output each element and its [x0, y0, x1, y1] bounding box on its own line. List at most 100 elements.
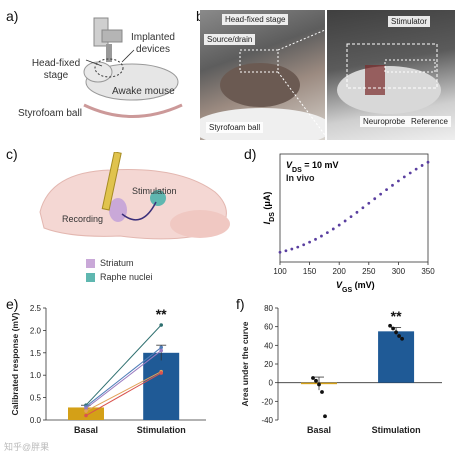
data-point — [320, 234, 323, 238]
y-tick-label: 20 — [264, 360, 273, 369]
data-point — [367, 201, 371, 205]
y-tick-label: 0 — [269, 379, 274, 388]
y-axis-label: IDS (μA) — [262, 192, 276, 225]
data-point — [385, 188, 388, 192]
x-tick-label: 350 — [421, 267, 435, 276]
label-stimulation-site: Stimulation — [132, 186, 177, 196]
x-tick-label: 250 — [362, 267, 376, 276]
y-tick-label: 2.0 — [30, 326, 42, 335]
bar-stimulation — [143, 352, 180, 420]
y-axis-label: Area under the curve — [240, 321, 250, 406]
plot-frame — [279, 153, 429, 263]
data-point — [391, 326, 395, 331]
x-axis-label: VGS (mV) — [336, 280, 375, 294]
y-tick-label: 2.5 — [30, 304, 42, 313]
data-point — [391, 183, 394, 187]
data-point — [314, 378, 318, 383]
annotation-in-vivo: In vivo — [286, 173, 315, 183]
annotation-vds: VDS = 10 mV — [286, 160, 339, 174]
data-point — [343, 219, 347, 223]
panel-letter-f: f) — [236, 296, 245, 312]
significance-marker: ** — [156, 306, 167, 322]
paired-line — [85, 372, 162, 416]
y-tick-label: 60 — [264, 323, 273, 332]
legend-swatch-striatum — [86, 258, 95, 268]
panel-letter-e: e) — [6, 296, 19, 312]
paired-line — [85, 371, 162, 412]
label-implanted-devices: Implanted devices — [131, 32, 175, 55]
data-point — [397, 179, 400, 183]
paired-point — [84, 409, 88, 413]
y-tick-label: 80 — [264, 304, 273, 313]
data-point — [408, 171, 412, 175]
data-point — [361, 206, 365, 210]
data-point — [325, 231, 329, 235]
legend-swatch-raphe — [86, 272, 95, 282]
data-point — [278, 250, 282, 254]
y-tick-label: 40 — [264, 341, 273, 350]
bar-stimulation — [378, 331, 415, 383]
data-point — [426, 160, 430, 164]
label-styrofoam-ball-a: Styrofoam ball — [18, 108, 82, 119]
label-head-fixed-stage-a: Head-fixed stage — [31, 58, 81, 81]
x-tick-label: 100 — [273, 267, 287, 276]
legend-label-striatum: Striatum — [100, 258, 134, 268]
data-point — [420, 164, 424, 167]
y-tick-label: 0.5 — [30, 394, 42, 403]
paired-point — [159, 371, 163, 375]
data-point — [337, 223, 341, 227]
x-tick-label: 150 — [303, 267, 317, 276]
data-point — [394, 330, 398, 335]
panel-a-illustration — [14, 10, 189, 128]
data-point — [355, 210, 359, 214]
data-point — [400, 336, 404, 341]
data-point — [388, 323, 392, 328]
paired-point — [159, 323, 163, 327]
data-point — [414, 167, 418, 171]
label-stimulator: Stimulator — [388, 16, 431, 27]
data-point — [397, 334, 401, 338]
data-point — [331, 227, 335, 231]
panel-letter-c: c) — [6, 146, 18, 162]
data-point — [314, 237, 317, 241]
label-source-drain: Source/drain — [204, 34, 256, 45]
data-point — [302, 243, 306, 247]
data-point — [349, 215, 353, 219]
label-neuroprobe: Neuroprobe — [360, 116, 409, 127]
label-recording-site: Recording — [62, 214, 104, 224]
data-point — [290, 247, 294, 251]
y-tick-label: -20 — [261, 397, 273, 406]
brain-schematic — [30, 151, 240, 248]
data-point — [308, 240, 311, 244]
x-tick-label: 200 — [333, 267, 347, 276]
chart-calibrated-response: 0.0 0.5 1.0 1.5 2.0 2.5 Basal Stimulation ** Cali… — [10, 304, 206, 435]
label-reference: Reference — [408, 116, 451, 127]
chart-area-under-curve: -40 -20 0 20 40 60 80 Basal Stimulation ** Area un… — [240, 304, 442, 435]
x-tick-label: Stimulation — [372, 425, 421, 435]
y-tick-label: 1.0 — [30, 371, 42, 380]
data-point — [311, 376, 315, 380]
legend-raphe: Raphe nuclei — [86, 272, 153, 282]
paired-point — [84, 413, 88, 418]
data-point — [284, 249, 288, 253]
x-tick-label: Stimulation — [137, 425, 186, 435]
watermark: 知乎@胖果 — [4, 442, 50, 452]
data-point — [317, 382, 321, 387]
data-point — [323, 414, 327, 419]
label-head-fixed-stage-b: Head-fixed stage — [222, 14, 289, 25]
data-point — [402, 175, 406, 179]
significance-marker: ** — [391, 308, 402, 324]
paired-line — [85, 350, 162, 409]
y-tick-label: -40 — [261, 416, 273, 425]
data-point — [296, 245, 300, 249]
panel-letter-d: d) — [244, 146, 257, 162]
paired-point — [84, 406, 88, 411]
data-point — [379, 192, 383, 196]
paired-point — [159, 348, 163, 353]
legend-label-raphe: Raphe nuclei — [100, 272, 153, 282]
legend-striatum: Striatum — [86, 258, 134, 268]
x-tick-label: Basal — [74, 425, 98, 435]
label-awake-mouse: Awake mouse — [112, 86, 175, 97]
data-point — [320, 390, 324, 394]
